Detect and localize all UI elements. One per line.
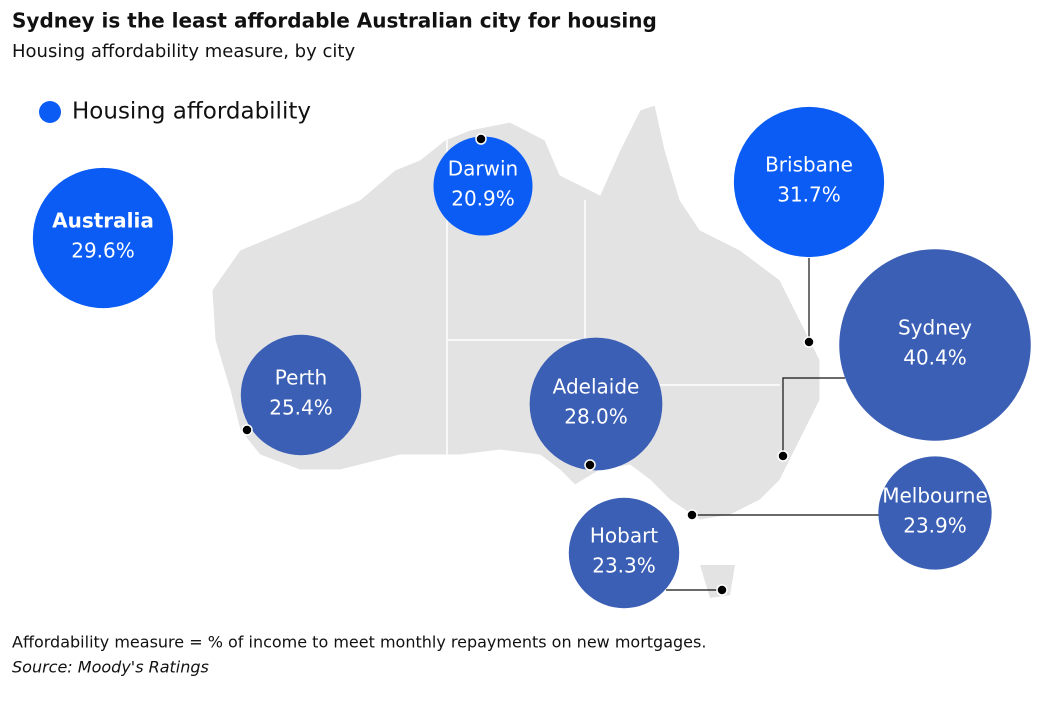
bubble bbox=[240, 334, 362, 456]
legend-swatch bbox=[39, 101, 61, 123]
bubble-name: Darwin bbox=[448, 157, 518, 181]
city-dot bbox=[716, 584, 728, 596]
state-borders bbox=[446, 140, 780, 470]
city-dot bbox=[777, 450, 789, 462]
city-dot bbox=[475, 133, 487, 145]
bubble bbox=[433, 136, 533, 236]
bubbles: Australia 29.6% Darwin 20.9% Brisbane 31.7% Sy… bbox=[32, 106, 1031, 609]
bubble-value: 20.9% bbox=[451, 187, 515, 211]
bubble-name: Sydney bbox=[898, 316, 972, 340]
bubble bbox=[32, 167, 174, 309]
leader-lines bbox=[666, 258, 880, 591]
city-dot bbox=[241, 424, 253, 436]
bubble-name: Melbourne bbox=[882, 484, 988, 508]
chart-subtitle: Housing affordability measure, by city bbox=[12, 41, 355, 62]
bubble bbox=[568, 497, 680, 609]
city-dot bbox=[803, 336, 815, 348]
bubble-value: 31.7% bbox=[777, 183, 841, 207]
bubble-value: 23.3% bbox=[592, 554, 656, 578]
city-dot bbox=[686, 509, 698, 521]
bubble bbox=[733, 106, 885, 258]
bubble-value: 29.6% bbox=[71, 239, 135, 263]
bubble-value: 40.4% bbox=[903, 346, 967, 370]
mainland bbox=[211, 104, 821, 521]
city-dots bbox=[241, 133, 815, 596]
bubble-name: Brisbane bbox=[765, 153, 853, 177]
source: Source: Moody's Ratings bbox=[12, 658, 209, 677]
bubble bbox=[529, 337, 663, 471]
bubble-value: 28.0% bbox=[564, 405, 628, 429]
bubble bbox=[878, 456, 992, 570]
footnote: Affordability measure = % of income to m… bbox=[12, 633, 706, 652]
bubble bbox=[839, 249, 1031, 441]
bubble-value: 25.4% bbox=[269, 396, 333, 420]
city-dot bbox=[584, 459, 596, 471]
bubble-name: Australia bbox=[52, 209, 154, 233]
chart-title: Sydney is the least affordable Australia… bbox=[12, 9, 657, 33]
bubble-value: 23.9% bbox=[903, 514, 967, 538]
bubble-name: Adelaide bbox=[553, 375, 640, 399]
map bbox=[211, 104, 821, 598]
bubble-name: Hobart bbox=[590, 524, 658, 548]
legend-label: Housing affordability bbox=[72, 99, 311, 125]
bubble-name: Perth bbox=[275, 366, 327, 390]
leader-line bbox=[782, 377, 845, 456]
